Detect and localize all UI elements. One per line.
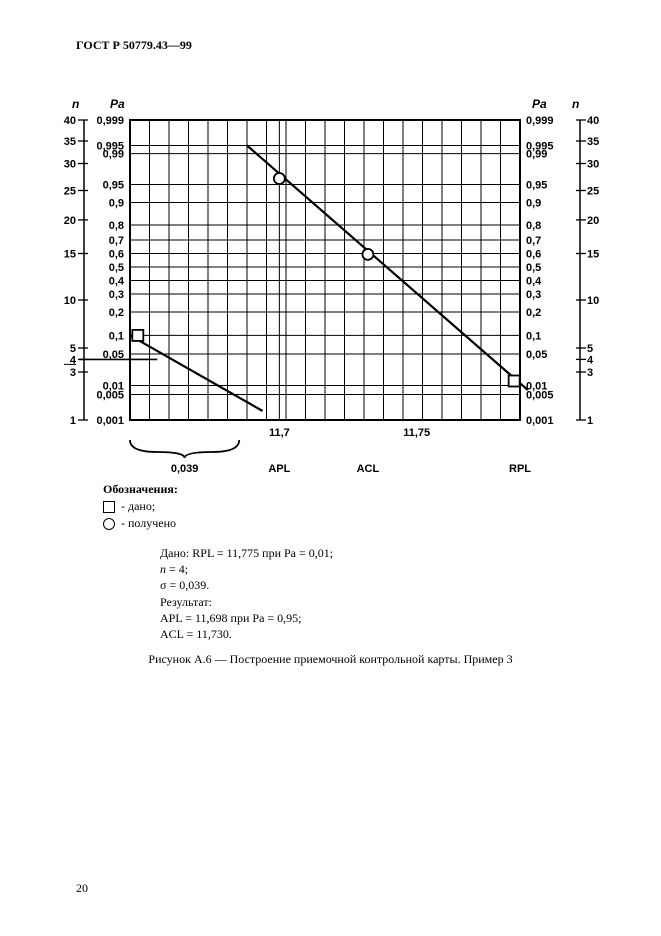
given-left — [132, 330, 143, 341]
svg-text:35: 35 — [64, 136, 76, 148]
svg-text:Pa: Pa — [110, 97, 125, 111]
svg-text:0,999: 0,999 — [96, 115, 124, 127]
svg-text:APL: APL — [268, 463, 290, 475]
legend-given: - дано; — [103, 499, 178, 514]
svg-text:0,6: 0,6 — [526, 249, 541, 261]
svg-text:1: 1 — [70, 415, 76, 427]
square-icon — [103, 501, 115, 513]
legend-obtained: - получено — [103, 516, 178, 531]
given-l3: σ = 0,039. — [160, 577, 333, 593]
legend-title: Обозначения: — [103, 482, 178, 497]
svg-text:11,7: 11,7 — [269, 427, 290, 439]
given-l5: APL = 11,698 при Ра = 0,95; — [160, 610, 333, 626]
svg-text:25: 25 — [587, 186, 599, 198]
svg-text:40: 40 — [64, 115, 76, 127]
circle-icon — [103, 518, 115, 530]
svg-text:4: 4 — [587, 354, 594, 366]
svg-text:1: 1 — [587, 415, 593, 427]
svg-text:3: 3 — [587, 367, 593, 379]
svg-text:0,005: 0,005 — [526, 390, 554, 402]
svg-text:0,001: 0,001 — [526, 415, 554, 427]
svg-text:0,9: 0,9 — [109, 198, 124, 210]
svg-text:0,4: 0,4 — [109, 276, 125, 288]
svg-text:0,95: 0,95 — [526, 180, 547, 192]
svg-text:0,5: 0,5 — [526, 262, 541, 274]
svg-text:40: 40 — [587, 115, 599, 127]
svg-text:0,95: 0,95 — [103, 180, 124, 192]
svg-text:11,75: 11,75 — [403, 427, 430, 439]
svg-text:0,1: 0,1 — [526, 330, 541, 342]
svg-text:0,2: 0,2 — [526, 307, 541, 319]
svg-text:35: 35 — [587, 136, 599, 148]
svg-text:0,039: 0,039 — [171, 463, 199, 475]
svg-text:ACL: ACL — [357, 463, 380, 475]
svg-text:0,99: 0,99 — [526, 149, 547, 161]
svg-text:5: 5 — [70, 343, 76, 355]
svg-text:0,05: 0,05 — [526, 349, 547, 361]
svg-text:0,3: 0,3 — [109, 289, 124, 301]
main-line — [247, 146, 528, 391]
svg-text:15: 15 — [587, 249, 599, 261]
svg-text:10: 10 — [587, 295, 599, 307]
svg-text:0,7: 0,7 — [109, 235, 124, 247]
svg-text:0,001: 0,001 — [96, 415, 124, 427]
svg-text:0,8: 0,8 — [109, 220, 124, 232]
svg-text:10: 10 — [64, 295, 76, 307]
svg-text:20: 20 — [64, 215, 76, 227]
svg-text:0,999: 0,999 — [526, 115, 554, 127]
given-l6: ACL = 11,730. — [160, 626, 333, 642]
page-number: 20 — [76, 881, 88, 896]
nomogram-chart: nPaPan4040353530302525202015151010554433… — [60, 90, 600, 490]
nomogram-svg: nPaPan4040353530302525202015151010554433… — [60, 90, 600, 490]
svg-text:0,99: 0,99 — [103, 149, 124, 161]
svg-text:RPL: RPL — [509, 463, 531, 475]
svg-text:30: 30 — [64, 159, 76, 171]
legend: Обозначения: - дано; - получено — [103, 482, 178, 531]
standard-code: ГОСТ Р 50779.43—99 — [76, 38, 192, 52]
legend-obtained-text: - получено — [121, 516, 176, 531]
svg-text:0,5: 0,5 — [109, 262, 124, 274]
svg-text:20: 20 — [587, 215, 599, 227]
svg-text:0,4: 0,4 — [526, 276, 542, 288]
svg-text:3: 3 — [70, 367, 76, 379]
svg-text:5: 5 — [587, 343, 593, 355]
document-header: ГОСТ Р 50779.43—99 — [76, 38, 192, 53]
given-data: Дано: RPL = 11,775 при Ра = 0,01; n = 4;… — [160, 545, 333, 642]
given-l1: Дано: RPL = 11,775 при Ра = 0,01; — [160, 545, 333, 561]
svg-text:0,8: 0,8 — [526, 220, 541, 232]
svg-text:0,6: 0,6 — [109, 249, 124, 261]
svg-text:Pa: Pa — [532, 97, 547, 111]
given-right — [509, 376, 520, 387]
legend-given-text: - дано; — [121, 499, 155, 514]
svg-text:15: 15 — [64, 249, 76, 261]
svg-text:0,2: 0,2 — [109, 307, 124, 319]
svg-text:0,1: 0,1 — [109, 330, 124, 342]
svg-text:0,9: 0,9 — [526, 198, 541, 210]
svg-text:0,7: 0,7 — [526, 235, 541, 247]
svg-text:0,005: 0,005 — [96, 390, 124, 402]
svg-text:n: n — [572, 97, 579, 111]
svg-text:25: 25 — [64, 186, 76, 198]
obtained-acl — [362, 249, 373, 260]
svg-text:30: 30 — [587, 159, 599, 171]
given-l4: Результат: — [160, 594, 333, 610]
svg-text:0,3: 0,3 — [526, 289, 541, 301]
svg-text:n: n — [72, 97, 79, 111]
obtained-apl — [274, 173, 285, 184]
figure-caption: Рисунок А.6 — Построение приемочной конт… — [0, 652, 661, 667]
given-l2: n = 4; — [160, 561, 333, 577]
